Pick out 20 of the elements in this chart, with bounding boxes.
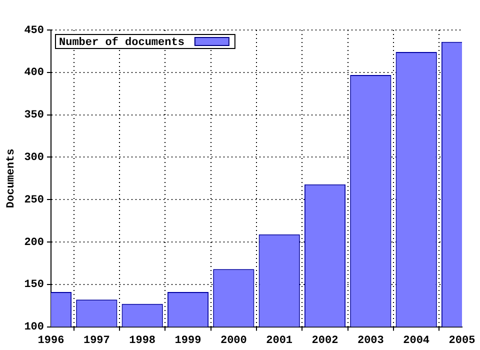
x-tick-label: 2000: [220, 335, 247, 348]
y-tick-label: 400: [24, 67, 44, 80]
x-tick-label: 2003: [357, 335, 384, 348]
y-tick-label: 350: [24, 110, 44, 122]
x-tick-label: 1999: [174, 335, 202, 348]
x-tick-label: 2002: [312, 335, 338, 348]
y-tick-label: 250: [24, 194, 44, 206]
y-tick-label: 300: [24, 152, 44, 164]
x-tick-label: 2004: [403, 335, 430, 348]
x-tick-label: 1998: [129, 335, 156, 348]
y-axis-title: Documents: [5, 148, 18, 208]
y-tick-label: 100: [24, 322, 44, 334]
x-tick-label: 1997: [83, 335, 110, 348]
x-tick-label: 2001: [266, 335, 293, 348]
y-tick-label: 450: [24, 24, 44, 37]
y-tick-label: 150: [24, 279, 44, 292]
legend-label: Number of documents: [59, 36, 184, 49]
x-tick-label: 1996: [38, 335, 64, 348]
y-tick-label: 200: [24, 236, 44, 249]
x-tick-label: 2005: [448, 335, 476, 348]
